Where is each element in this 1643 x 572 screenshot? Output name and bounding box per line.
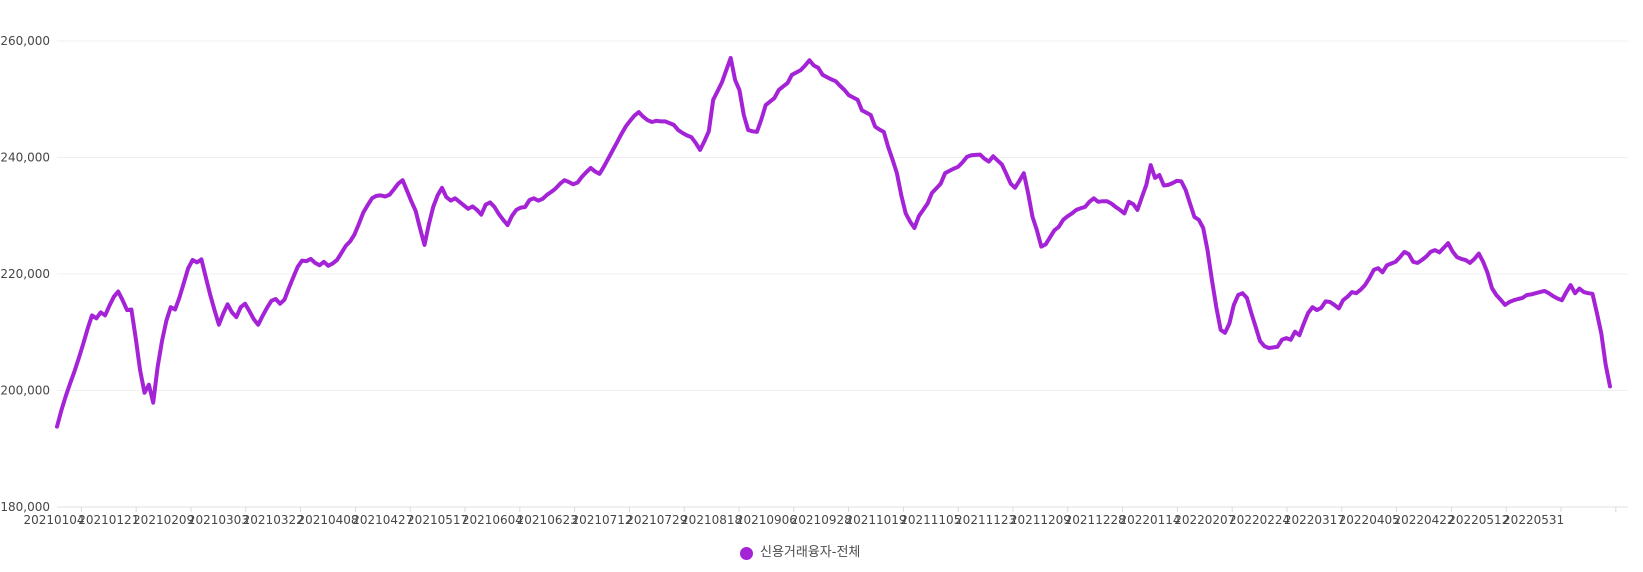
x-axis-tick-label: 20210121 [78, 513, 139, 527]
x-axis-tick-label: 20210517 [407, 513, 468, 527]
legend-label: 신용거래융자-전체 [760, 545, 861, 560]
x-axis-tick-label: 20220207 [1174, 513, 1235, 527]
x-axis-tick-label: 20211123 [955, 513, 1016, 527]
y-axis-tick-label: 240,000 [0, 151, 50, 165]
y-axis-tick-label: 220,000 [0, 267, 50, 281]
legend-item[interactable]: 신용거래융자-전체 [740, 544, 860, 562]
x-axis-tick-label: 20220422 [1393, 513, 1454, 527]
x-axis-tick-label: 20220224 [1229, 513, 1290, 527]
y-axis-tick-label: 200,000 [0, 384, 50, 398]
y-axis-tick-label: 180,000 [0, 500, 50, 514]
x-axis-tick-label: 20211019 [845, 513, 906, 527]
y-axis-tick-label: 260,000 [0, 34, 50, 48]
x-axis-tick-label: 20211209 [1010, 513, 1071, 527]
x-axis-tick-label: 20211105 [900, 513, 961, 527]
x-axis-tick-label: 20210303 [188, 513, 249, 527]
x-axis-tick-label: 20210427 [352, 513, 413, 527]
x-axis-tick-label: 20210928 [791, 513, 852, 527]
legend-marker-icon [740, 546, 753, 560]
x-axis-tick-label: 20210712 [571, 513, 632, 527]
x-axis-tick-label: 20220317 [1284, 513, 1345, 527]
x-axis-tick-label: 20220114 [1119, 513, 1180, 527]
x-axis-tick-label: 20210906 [736, 513, 797, 527]
x-axis-tick-label: 20210322 [243, 513, 304, 527]
x-axis-tick-label: 20210209 [133, 513, 194, 527]
x-axis-tick-label: 20210408 [297, 513, 358, 527]
x-axis-tick-label: 20210818 [681, 513, 742, 527]
x-axis-tick-label: 20210729 [626, 513, 687, 527]
x-axis-tick-label: 20220512 [1448, 513, 1509, 527]
series-line [55, 55, 1612, 429]
x-axis-tick-label: 20210623 [517, 513, 578, 527]
x-axis-tick-label: 20220405 [1339, 513, 1400, 527]
x-axis-tick-label: 20210104 [23, 513, 84, 527]
x-axis-tick-label: 20220531 [1503, 513, 1564, 527]
x-axis-tick-label: 20210604 [462, 513, 523, 527]
x-axis-tick-label: 20211228 [1065, 513, 1126, 527]
